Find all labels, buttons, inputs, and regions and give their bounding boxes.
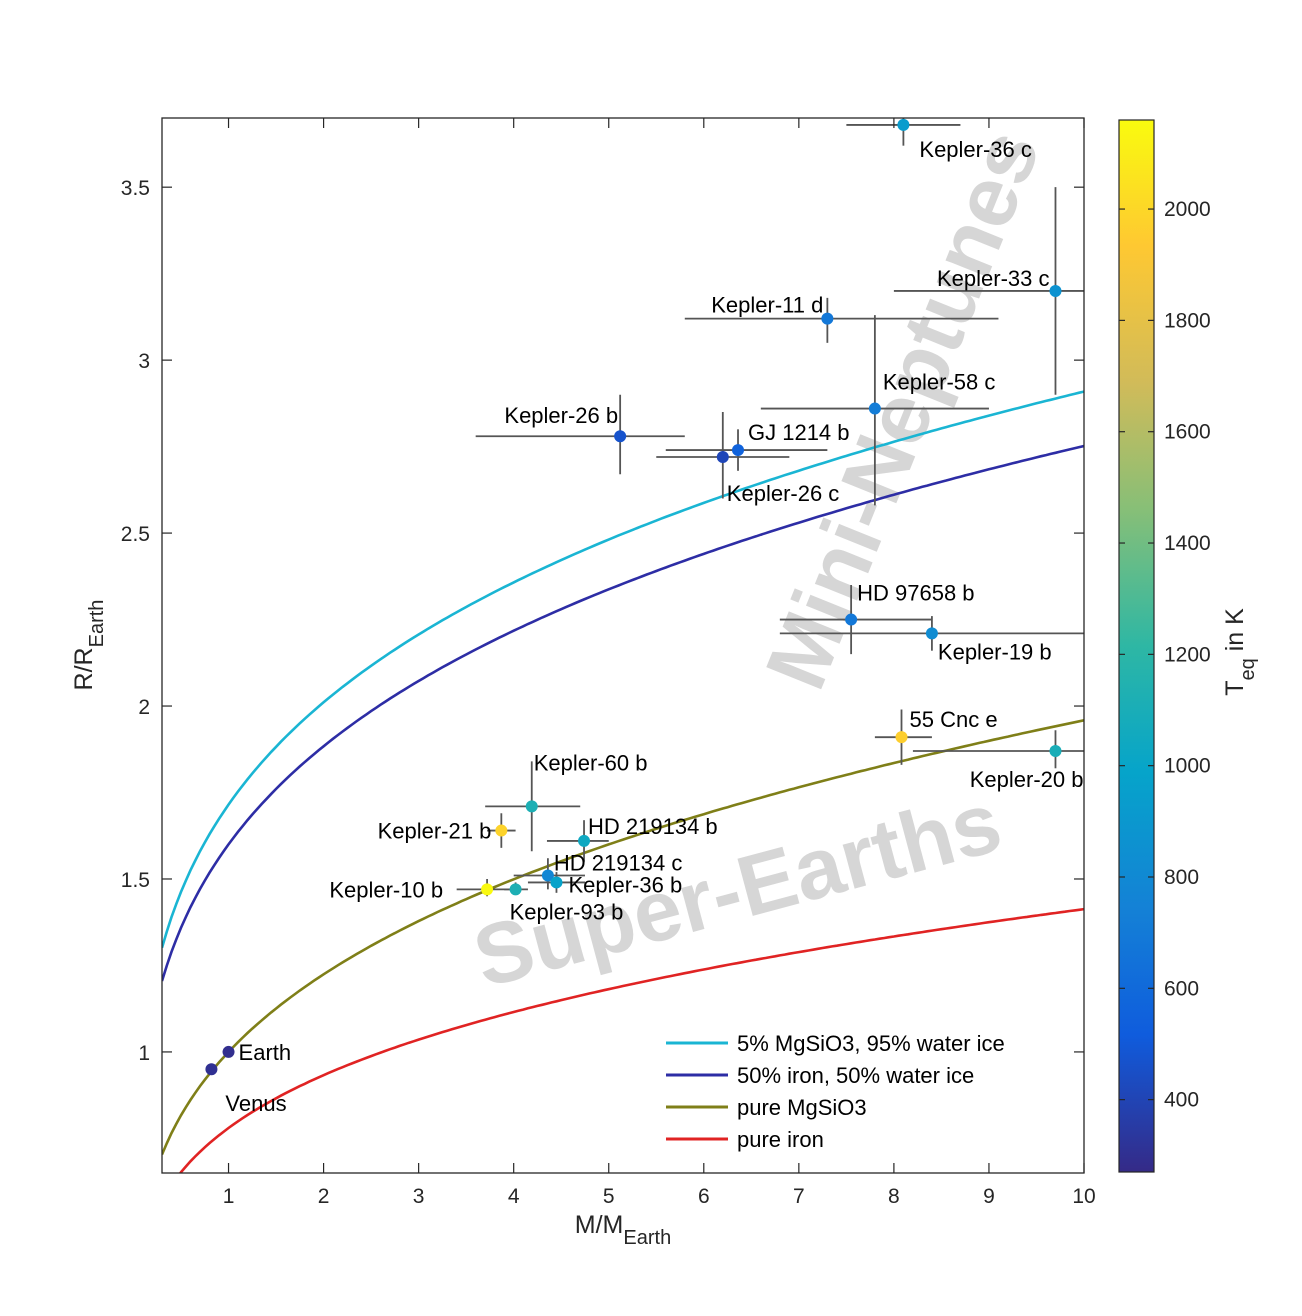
planet-label-15: Kepler-36 b (568, 872, 682, 897)
planet-point-5 (732, 444, 745, 457)
planet-point-14 (541, 869, 554, 882)
planet-point-15 (550, 876, 563, 889)
colorbar-tick-label-5: 1400 (1164, 532, 1211, 555)
planet-label-17: Kepler-93 b (510, 899, 624, 924)
plot-frame (161, 117, 1085, 1174)
y-tick-label-4: 3 (138, 350, 150, 373)
planet-label-11: Kepler-60 b (534, 750, 648, 775)
super-earths-watermark: Super-Earths (464, 774, 1010, 1006)
legend-label-1: 50% iron, 50% water ice (737, 1063, 974, 1088)
legend: 5% MgSiO3, 95% water ice 50% iron, 50% wa… (666, 1031, 1005, 1152)
y-axis-label: R/REarth (70, 600, 108, 691)
planet-label-4: Kepler-26 b (504, 403, 618, 428)
planet-point-3 (868, 402, 881, 415)
planet-label-6: Kepler-26 c (727, 481, 840, 506)
y-tick-label-5: 3.5 (121, 177, 150, 200)
x-tick-label-1: 2 (318, 1185, 330, 1208)
planet-label-0: Kepler-36 c (919, 137, 1032, 162)
curve-series-2 (162, 719, 1084, 1156)
curve-series-3 (178, 907, 1084, 1173)
planet-label-14: HD 219134 c (554, 851, 682, 876)
planet-point-17 (509, 883, 522, 896)
planet-label-8: Kepler-19 b (938, 639, 1052, 664)
planet-point-2 (821, 312, 834, 325)
planet-label-9: 55 Cnc e (910, 707, 998, 732)
planet-label-13: HD 219134 b (588, 814, 718, 839)
legend-label-3: pure iron (737, 1127, 824, 1152)
planet-point-1 (1049, 284, 1062, 297)
colorbar-tick-label-7: 1800 (1164, 309, 1211, 332)
planet-point-0 (897, 118, 910, 131)
planet-point-19 (205, 1063, 218, 1076)
x-axis-ticks: 1 2 3 4 5 6 7 8 9 10 (223, 118, 1096, 1208)
x-tick-label-6: 7 (793, 1185, 805, 1208)
planet-label-19: Venus (225, 1091, 286, 1116)
planet-point-18 (222, 1045, 235, 1058)
x-tick-label-7: 8 (888, 1185, 900, 1208)
planet-label-18: Earth (239, 1040, 292, 1065)
colorbar-ticks: 400 600 800 1000 1200 1400 1600 1800 2000 (1119, 198, 1211, 1112)
planet-label-12: Kepler-21 b (378, 819, 492, 844)
colorbar-tick-label-8: 2000 (1164, 198, 1211, 221)
x-tick-label-3: 4 (508, 1185, 520, 1208)
x-tick-label-5: 6 (698, 1185, 710, 1208)
colorbar-tick-label-4: 1200 (1164, 643, 1211, 666)
y-tick-label-3: 2.5 (121, 523, 150, 546)
x-tick-label-8: 9 (983, 1185, 995, 1208)
planet-point-10 (1049, 745, 1062, 757)
planet-point-11 (525, 800, 538, 813)
y-axis-ticks: 1 1.5 2 2.5 3 3.5 (121, 177, 1084, 1065)
y-tick-label-1: 1.5 (121, 869, 150, 892)
planet-label-16: Kepler-10 b (329, 877, 443, 902)
planet-point-12 (495, 824, 508, 837)
legend-label-0: 5% MgSiO3, 95% water ice (737, 1031, 1005, 1056)
planet-point-13 (578, 834, 591, 847)
planet-points (205, 118, 1062, 1076)
planet-label-3: Kepler-58 c (883, 370, 996, 395)
planet-point-7 (845, 613, 858, 626)
curve-series-1 (162, 444, 1084, 982)
y-tick-label-0: 1 (138, 1042, 150, 1065)
y-tick-label-2: 2 (138, 696, 150, 719)
colorbar-label: Teq in K (1221, 608, 1259, 696)
x-tick-label-4: 5 (603, 1185, 615, 1208)
x-tick-label-2: 3 (413, 1185, 425, 1208)
planet-point-8 (925, 627, 938, 640)
planet-point-16 (481, 883, 494, 896)
colorbar-tick-label-6: 1600 (1164, 421, 1211, 444)
planet-label-2: Kepler-11 d (711, 293, 823, 318)
x-tick-label-0: 1 (223, 1185, 235, 1208)
model-curves (162, 390, 1084, 1173)
colorbar-tick-label-3: 1000 (1164, 755, 1211, 778)
colorbar-tick-label-2: 800 (1164, 866, 1199, 889)
planet-label-1: Kepler-33 c (937, 266, 1050, 291)
colorbar-tick-label-1: 600 (1164, 977, 1199, 1000)
planet-label-5: GJ 1214 b (748, 420, 850, 445)
legend-label-2: pure MgSiO3 (737, 1095, 867, 1120)
planet-label-7: HD 97658 b (857, 581, 974, 606)
colorbar (1118, 119, 1155, 1173)
colorbar-tick-label-0: 400 (1164, 1089, 1199, 1112)
planet-labels: Kepler-36 c Kepler-33 c Kepler-11 d Kepler-… (225, 137, 1083, 1116)
planet-label-10: Kepler-20 b (970, 767, 1084, 792)
x-tick-label-9: 10 (1072, 1185, 1095, 1208)
planet-point-6 (716, 450, 729, 463)
planet-point-9 (895, 731, 908, 744)
planet-point-4 (614, 430, 627, 443)
x-axis-label: M/MEarth (575, 1211, 671, 1249)
curve-series-0 (162, 390, 1084, 949)
